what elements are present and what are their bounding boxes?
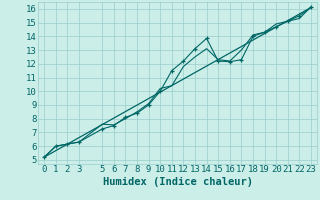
X-axis label: Humidex (Indice chaleur): Humidex (Indice chaleur) bbox=[103, 177, 252, 187]
